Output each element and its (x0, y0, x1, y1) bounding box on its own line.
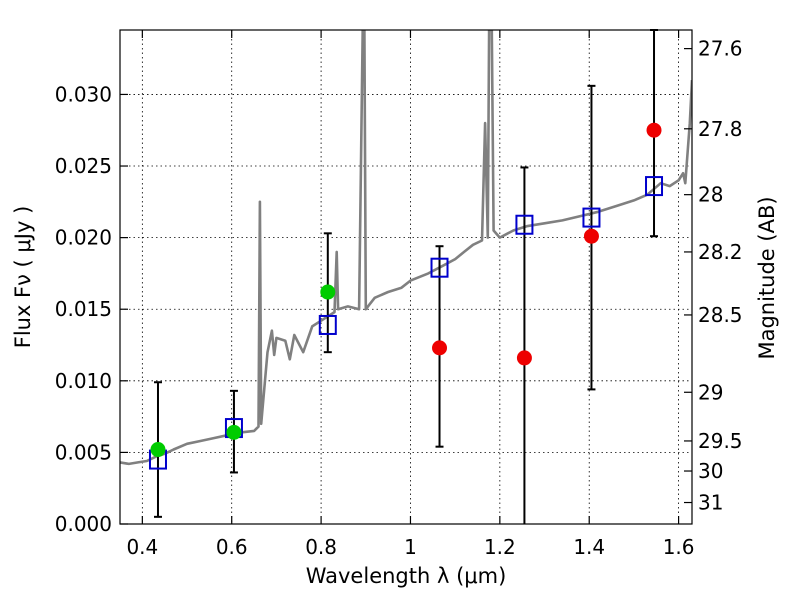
right-tick-label: 31 (698, 491, 723, 515)
right-tick-label: 30 (698, 459, 723, 483)
model-photometry-square (318, 314, 337, 335)
detection-point (320, 284, 336, 300)
y-tick-label: 0.005 (55, 440, 112, 464)
x-tick-label: 1.6 (663, 535, 695, 559)
upper-limit-point (583, 228, 599, 244)
right-tick-label: 28.2 (698, 240, 743, 264)
upper-limit-point (646, 122, 662, 138)
right-axis-label: Magnitude (AB) (755, 196, 779, 359)
upper-limit-point (432, 340, 448, 356)
right-tick-label: 27.6 (698, 37, 743, 61)
y-tick-label: 0.010 (55, 369, 112, 393)
observed-flux-markers (150, 122, 662, 458)
y-tick-label: 0.000 (55, 512, 112, 536)
y-axis-label: Flux Fν ( μJy ) (11, 206, 35, 349)
x-tick-label: 0.4 (126, 535, 158, 559)
right-tick-label: 29.5 (698, 429, 743, 453)
y-tick-label: 0.020 (55, 226, 112, 250)
x-tick-label: 1.2 (484, 535, 516, 559)
model-photometry-square (515, 214, 534, 235)
x-tick-label: 1.4 (573, 535, 605, 559)
y-tick-label: 0.030 (55, 82, 112, 106)
right-tick-label: 29 (698, 380, 723, 404)
detection-point (150, 442, 166, 458)
x-tick-label: 1 (404, 535, 417, 559)
model-photometry-square (430, 257, 449, 278)
spectrum-line (120, 30, 692, 466)
x-tick-label: 0.8 (305, 535, 337, 559)
model-photometry-square (645, 176, 664, 197)
error-bars (153, 29, 659, 524)
upper-limit-point (516, 350, 532, 366)
x-tick-label: 0.6 (216, 535, 248, 559)
right-tick-label: 27.8 (698, 117, 743, 141)
axis-ticks: 0.4 0.6 0.8 1 1.2 1.4 1.6 0.000 0.005 0.010 0.015 0… (55, 30, 743, 559)
plot-frame (119, 29, 693, 525)
y-tick-label: 0.015 (55, 297, 112, 321)
model-photometry-square (582, 207, 601, 228)
x-axis-label: Wavelength λ (μm) (306, 564, 507, 588)
model-photometry-markers (148, 176, 664, 470)
detection-point (226, 424, 242, 440)
grid (120, 30, 692, 524)
right-tick-label: 28 (698, 183, 723, 207)
model-spectrum (120, 30, 692, 466)
y-tick-label: 0.025 (55, 154, 112, 178)
right-tick-label: 28.5 (698, 303, 743, 327)
